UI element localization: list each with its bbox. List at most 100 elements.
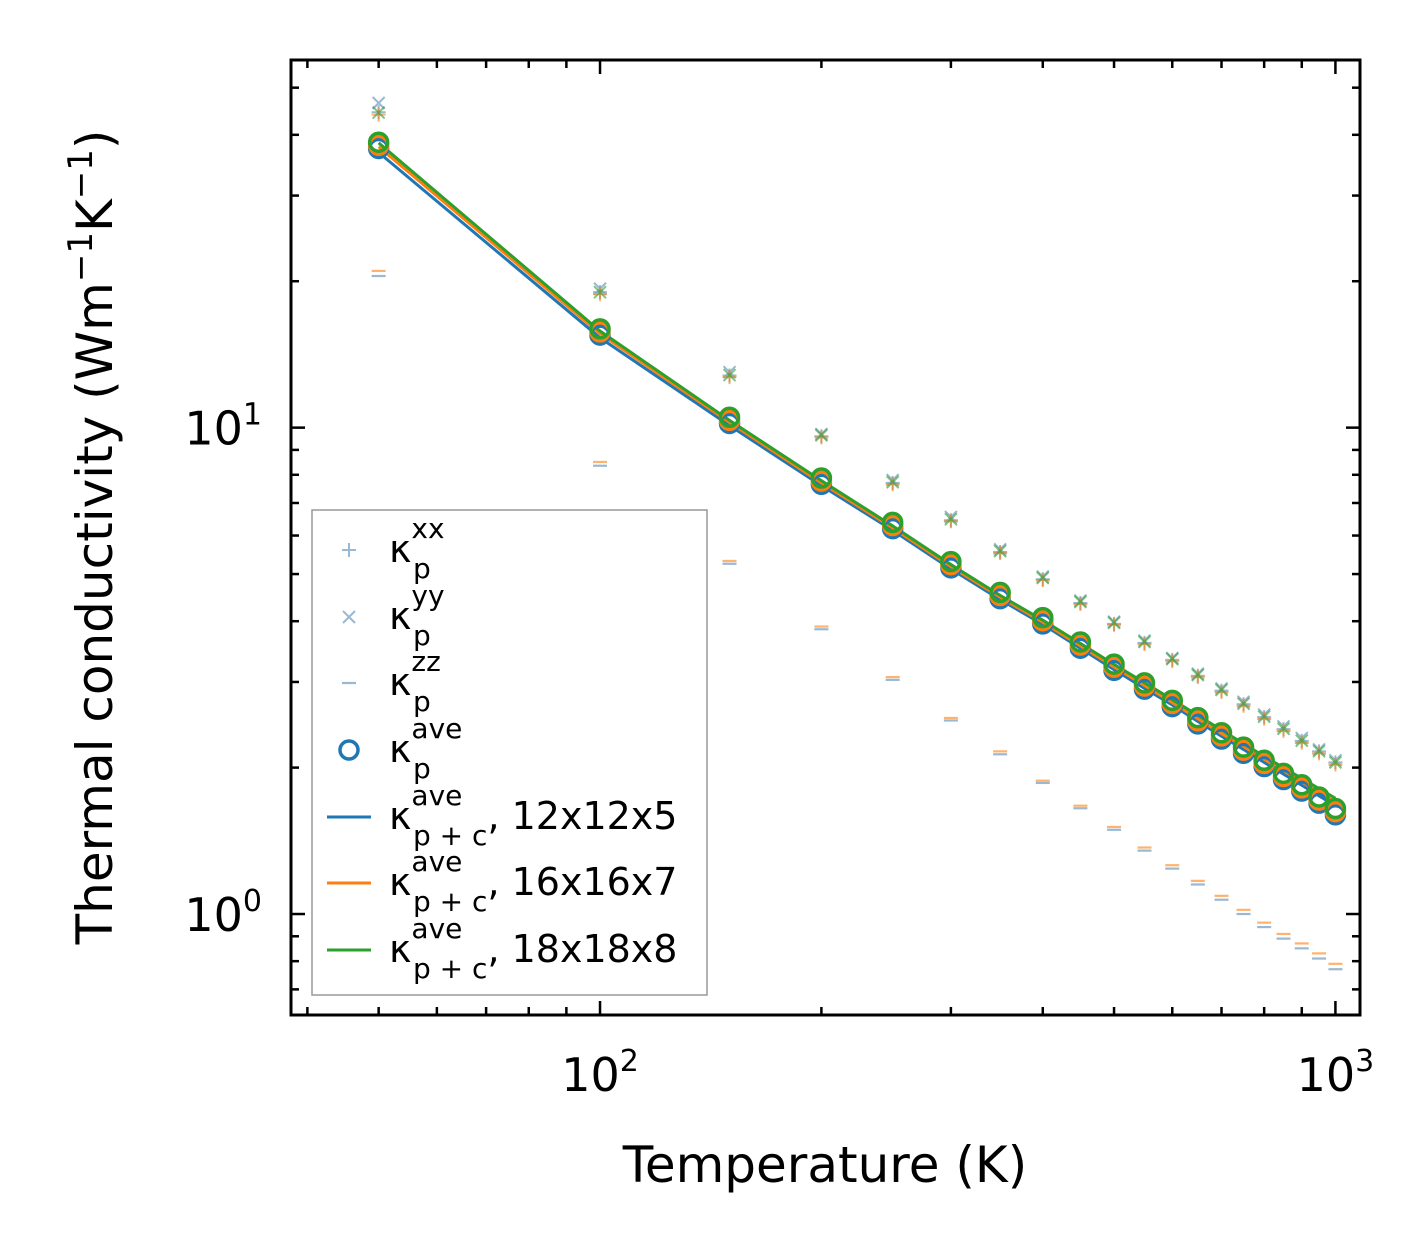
- point-circle-2-7: [1032, 606, 1054, 629]
- y-axis-title: Thermal conductivity (Wm−1K−1): [61, 130, 124, 946]
- point-plus-orange-10: [1137, 637, 1152, 652]
- point-circle-2-5: [940, 550, 962, 573]
- y-tick-label-base-0: 10: [184, 888, 243, 942]
- point-plus-orange-13: [1214, 685, 1229, 700]
- legend-label-sub-3: p: [413, 752, 431, 785]
- legend-marker-3: [338, 739, 360, 761]
- legend-box: [311, 509, 708, 996]
- legend-label-1: κyy p: [389, 579, 445, 652]
- legend-label-tail-4: , 12x12x5: [487, 794, 677, 838]
- point-x-green-9: [1107, 616, 1121, 630]
- point-x-green-2: [722, 368, 737, 382]
- point-x-green-7: [1036, 571, 1050, 585]
- point-x-green-16: [1276, 722, 1291, 736]
- legend-label-main-6: κ: [389, 927, 411, 971]
- point-x-green-13: [1214, 683, 1229, 697]
- legend-label-main-1: κ: [389, 594, 411, 638]
- point-circle-2-15: [1253, 749, 1275, 772]
- point-plus-orange-14: [1236, 698, 1251, 713]
- legend-label-sup-2: zz: [411, 645, 440, 678]
- y-tick-label-exp-1: 1: [243, 398, 262, 433]
- y-tick-label-0: 100: [184, 884, 262, 942]
- point-plus-orange-9: [1107, 617, 1122, 632]
- point-plus-orange-3: [814, 430, 829, 445]
- point-x-green-18: [1312, 744, 1326, 758]
- point-x-green-17: [1295, 733, 1309, 748]
- legend-label-sub-0: p: [413, 552, 431, 585]
- plot-frame: [289, 58, 1362, 1017]
- point-plus-orange-5: [943, 514, 958, 529]
- point-x-green-5: [944, 512, 958, 526]
- point-plus-orange-0: [371, 107, 386, 122]
- x-axis-title: Temperature (K): [622, 1136, 1027, 1194]
- x-tick-label-base-0: 10: [561, 1048, 620, 1102]
- point-circle-2-11: [1161, 689, 1184, 712]
- legend-marker-0: [342, 543, 356, 557]
- legend-label-2: κzz p: [389, 645, 441, 718]
- point-x-green-12: [1191, 668, 1205, 682]
- legend-label-main-3: κ: [389, 727, 411, 771]
- legend-label-sub-4: p + c: [413, 819, 487, 852]
- x-tick-label-exp-1: 3: [1355, 1044, 1374, 1079]
- y-axis-title-end: ): [66, 130, 124, 150]
- point-plus-orange-8: [1073, 596, 1088, 611]
- point-x-green-11: [1165, 652, 1179, 666]
- point-circle-2-8: [1069, 631, 1092, 653]
- y-axis-title-exp1: −1: [61, 232, 101, 282]
- legend-label-main-0: κ: [389, 527, 411, 571]
- legend-label-main-2: κ: [389, 660, 411, 704]
- legend-label-sup-6: ave: [411, 912, 462, 945]
- point-circle-2-0: [367, 131, 390, 153]
- legend-label-sup-5: ave: [411, 845, 462, 878]
- legend-marker-1: [342, 610, 356, 624]
- x-tick-label-1: 103: [1297, 1044, 1375, 1102]
- point-plus-orange-19: [1328, 757, 1343, 772]
- point-circle-2-4: [881, 511, 904, 534]
- point-plus-orange-4: [885, 477, 900, 492]
- point-circle-2-10: [1133, 672, 1156, 694]
- data-layer: [367, 96, 1347, 971]
- point-x-green-15: [1257, 709, 1271, 724]
- point-x-green-14: [1236, 696, 1251, 711]
- y-axis-title-mid: K: [66, 198, 124, 232]
- point-circle-2-13: [1210, 722, 1233, 744]
- point-x-green-10: [1137, 635, 1152, 649]
- x-tick-label-exp-0: 2: [620, 1044, 639, 1079]
- ticks-layer: [291, 60, 1360, 1015]
- legend-label-sub-1: p: [413, 619, 431, 652]
- point-circle-2-19: [1324, 797, 1347, 820]
- y-axis-title-exp2: −1: [61, 149, 101, 199]
- point-circle-2-3: [810, 467, 833, 489]
- legend-label-main-5: κ: [389, 860, 411, 904]
- legend-label-0: κxx p: [389, 512, 445, 585]
- point-x-green-0: [371, 105, 386, 120]
- legend-label-sup-4: ave: [411, 779, 462, 812]
- point-circle-2-1: [589, 318, 611, 340]
- legend-label-6: κave p + c, 18x18x8: [389, 912, 677, 985]
- legend-label-sub-2: p: [413, 685, 431, 718]
- y-tick-label-1: 101: [184, 398, 262, 456]
- point-x-green-4: [885, 475, 900, 489]
- point-plus-orange-16: [1276, 723, 1291, 738]
- legend-label-tail-6: , 18x18x8: [487, 927, 677, 971]
- legend-label-5: κave p + c, 16x16x7: [389, 845, 677, 918]
- point-circle-2-17: [1291, 774, 1313, 796]
- point-plus-orange-1: [593, 287, 608, 302]
- point-circle-2-16: [1272, 762, 1295, 785]
- point-plus-orange-11: [1165, 654, 1180, 669]
- legend-label-sup-3: ave: [411, 712, 462, 745]
- point-x-green-19: [1328, 755, 1343, 770]
- point-circle-2-9: [1103, 653, 1125, 675]
- point-x-green-6: [993, 544, 1007, 558]
- y-tick-label-base-1: 10: [184, 402, 243, 456]
- point-x-blue-0: [371, 96, 386, 110]
- x-tick-label-0: 102: [561, 1044, 639, 1102]
- point-plus-orange-12: [1190, 670, 1205, 685]
- point-x-green-1: [593, 285, 607, 299]
- legend-label-sub-6: p + c: [413, 952, 487, 985]
- point-circle-2-6: [989, 581, 1011, 604]
- legend-label-3: κave p: [389, 712, 462, 785]
- point-circle-2-14: [1232, 736, 1255, 758]
